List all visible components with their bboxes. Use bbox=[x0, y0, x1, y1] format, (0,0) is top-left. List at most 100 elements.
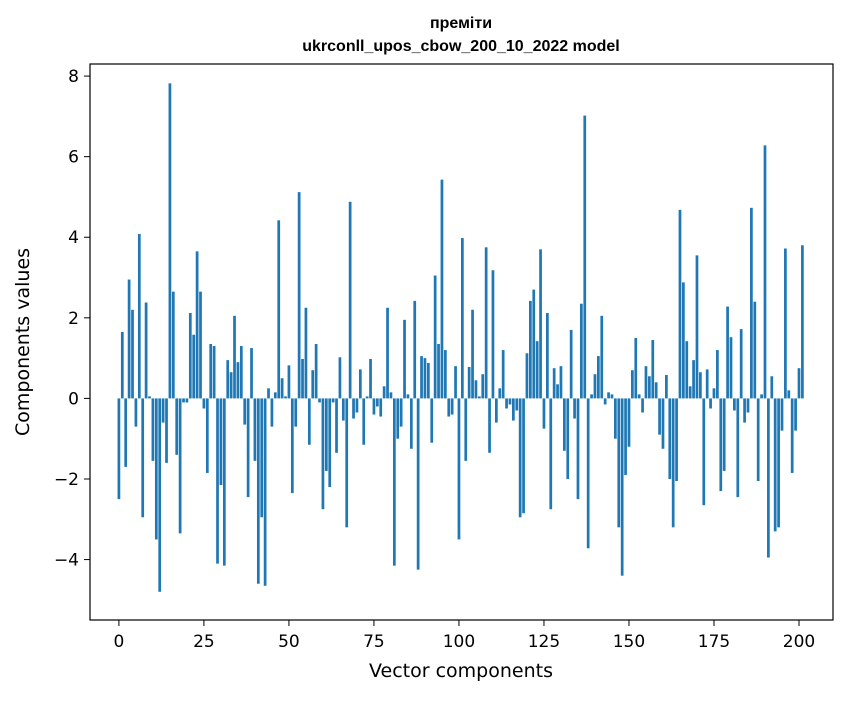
plot-frame bbox=[89, 63, 834, 621]
bar bbox=[358, 369, 362, 399]
bar bbox=[603, 398, 607, 405]
chart-title: преміти bbox=[430, 15, 492, 32]
bar bbox=[416, 398, 420, 570]
bar bbox=[491, 270, 495, 399]
bar bbox=[648, 376, 651, 399]
bar bbox=[154, 398, 158, 540]
bar bbox=[607, 392, 610, 399]
x-axis-ticks: 0 25 50 75 100 125 150 175 200 bbox=[113, 620, 815, 652]
bar bbox=[124, 398, 128, 467]
bar bbox=[542, 398, 546, 429]
bar bbox=[546, 312, 549, 399]
bar bbox=[355, 398, 359, 413]
bar bbox=[518, 398, 522, 518]
bar bbox=[335, 398, 338, 453]
bar bbox=[168, 83, 172, 399]
x-axis-label: Vector components bbox=[369, 660, 553, 682]
bar bbox=[314, 344, 318, 399]
bar bbox=[556, 384, 559, 399]
bar bbox=[311, 370, 315, 399]
bar bbox=[379, 398, 383, 417]
bar bbox=[195, 251, 199, 399]
bar bbox=[457, 398, 461, 540]
x-tick-label: 25 bbox=[193, 632, 215, 652]
bar bbox=[399, 398, 403, 427]
bar bbox=[117, 398, 121, 500]
y-tick-label: −2 bbox=[54, 470, 79, 490]
bar bbox=[494, 398, 498, 423]
bar bbox=[474, 380, 478, 399]
bar bbox=[733, 398, 736, 411]
bar bbox=[610, 394, 614, 399]
x-tick-label: 150 bbox=[613, 632, 645, 652]
bar bbox=[481, 374, 485, 399]
bar bbox=[624, 398, 627, 475]
bar bbox=[532, 289, 536, 399]
bar bbox=[801, 245, 804, 399]
bar bbox=[375, 398, 379, 407]
bar bbox=[777, 398, 780, 528]
y-tick-label: −4 bbox=[54, 551, 79, 571]
bar bbox=[267, 388, 270, 399]
bar bbox=[736, 398, 740, 498]
bar bbox=[307, 398, 311, 445]
bar bbox=[229, 372, 233, 399]
bar bbox=[773, 398, 777, 532]
bar bbox=[290, 398, 294, 494]
bar bbox=[137, 234, 141, 399]
bar bbox=[406, 394, 410, 399]
bar bbox=[600, 315, 604, 399]
bar bbox=[188, 312, 192, 399]
bar bbox=[134, 398, 138, 427]
bar bbox=[460, 238, 464, 399]
bar bbox=[770, 376, 774, 399]
bar bbox=[369, 358, 372, 399]
bar bbox=[464, 398, 468, 461]
bar bbox=[304, 307, 308, 399]
bar bbox=[477, 396, 481, 399]
bar bbox=[328, 398, 332, 488]
bar bbox=[216, 398, 219, 564]
bar bbox=[280, 378, 284, 399]
bar bbox=[498, 388, 502, 399]
bar bbox=[284, 396, 287, 399]
bar bbox=[790, 398, 794, 473]
bar bbox=[219, 398, 223, 486]
bar bbox=[753, 301, 757, 399]
bar bbox=[488, 398, 491, 453]
bar bbox=[426, 362, 430, 399]
bar bbox=[739, 329, 743, 399]
bar bbox=[539, 249, 542, 399]
bar bbox=[631, 370, 634, 399]
x-tick-label: 125 bbox=[528, 632, 560, 652]
bar bbox=[423, 358, 427, 399]
bar bbox=[685, 341, 689, 399]
bar bbox=[362, 398, 366, 445]
bar bbox=[780, 398, 784, 431]
bar bbox=[668, 398, 672, 479]
bar bbox=[131, 309, 134, 399]
bar bbox=[386, 307, 389, 399]
bar bbox=[569, 329, 573, 399]
bar bbox=[171, 291, 175, 399]
bar bbox=[688, 386, 692, 399]
bar bbox=[338, 357, 342, 399]
bar bbox=[620, 398, 624, 576]
x-tick-label: 50 bbox=[278, 632, 300, 652]
bar bbox=[552, 368, 556, 399]
bar bbox=[352, 398, 355, 419]
bar bbox=[202, 398, 206, 409]
bar bbox=[471, 309, 474, 399]
bar bbox=[692, 360, 695, 399]
bar bbox=[396, 398, 400, 439]
bar bbox=[559, 366, 563, 399]
bar bbox=[165, 398, 168, 463]
bar bbox=[743, 398, 746, 423]
bar bbox=[797, 368, 801, 399]
bar bbox=[151, 398, 155, 461]
bar bbox=[576, 398, 580, 500]
bar bbox=[637, 394, 641, 399]
bar bbox=[253, 398, 257, 461]
